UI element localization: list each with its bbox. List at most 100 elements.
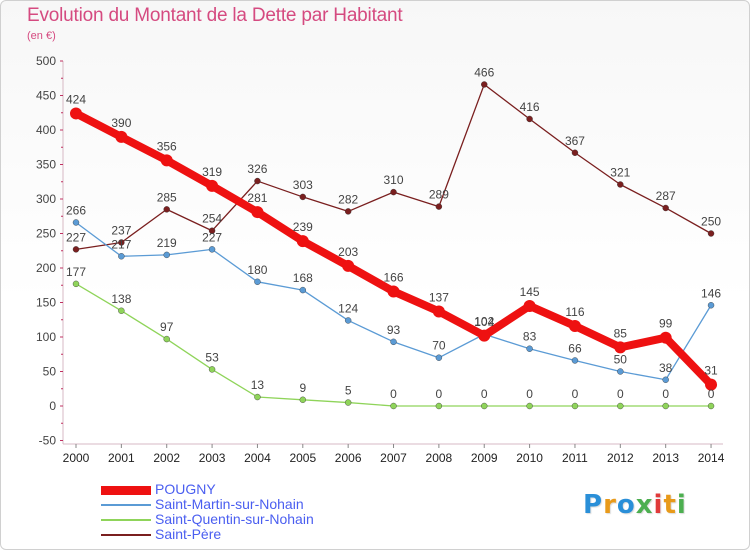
- data-label-pougny: 85: [614, 326, 628, 340]
- data-label-saint-pere: 254: [202, 212, 222, 226]
- data-label-saint-pere: 367: [565, 134, 585, 148]
- data-label-saint-martin: 146: [701, 286, 721, 300]
- logo-letter: r: [603, 490, 617, 520]
- x-tick-label: 2014: [698, 451, 725, 465]
- data-label-saint-martin: 219: [157, 236, 177, 250]
- data-label-saint-pere: 416: [520, 100, 540, 114]
- data-label-saint-pere: 466: [474, 65, 494, 79]
- data-point-pougny: [659, 331, 672, 344]
- x-tick-label: 2012: [607, 451, 634, 465]
- data-point-saint-quentin: [662, 402, 669, 410]
- data-label-saint-quentin: 0: [662, 387, 669, 401]
- data-point-pougny: [251, 206, 264, 219]
- data-point-saint-quentin: [344, 399, 352, 406]
- data-label-saint-pere: 285: [157, 190, 177, 204]
- x-tick-label: 2006: [335, 451, 362, 465]
- x-tick-label: 2013: [652, 451, 679, 465]
- data-label-saint-quentin: 0: [526, 387, 533, 401]
- data-point-saint-pere: [72, 246, 80, 253]
- data-point-pougny: [70, 107, 82, 120]
- data-label-saint-quentin: 53: [205, 350, 219, 364]
- data-label-saint-quentin: 0: [617, 387, 624, 401]
- data-point-saint-quentin: [707, 402, 715, 410]
- data-point-saint-pere: [571, 149, 579, 156]
- data-point-saint-quentin: [617, 402, 624, 410]
- data-point-saint-martin: [707, 302, 715, 309]
- chart-title: Evolution du Montant de la Dette par Hab…: [27, 5, 403, 26]
- data-label-saint-quentin: 13: [251, 378, 265, 392]
- data-point-saint-quentin: [481, 402, 488, 410]
- y-tick-label: 300: [36, 192, 56, 206]
- data-label-saint-martin: 83: [523, 330, 537, 344]
- data-label-saint-quentin: 0: [708, 387, 715, 401]
- data-point-saint-pere: [662, 204, 669, 212]
- data-point-pougny: [568, 319, 581, 332]
- data-point-saint-martin: [299, 286, 306, 294]
- data-label-pougny: 31: [704, 364, 718, 378]
- data-label-pougny: 116: [565, 305, 584, 319]
- data-point-saint-martin: [526, 345, 533, 352]
- data-point-saint-quentin: [72, 280, 80, 288]
- data-label-saint-quentin: 0: [436, 387, 443, 401]
- logo-letter: o: [616, 490, 636, 520]
- y-tick-label: 100: [36, 330, 56, 344]
- data-label-saint-quentin: 5: [345, 384, 352, 398]
- x-tick-label: 2009: [471, 451, 498, 465]
- data-label-saint-quentin: 0: [572, 387, 579, 401]
- data-label-saint-pere: 287: [656, 189, 676, 203]
- data-label-saint-martin: 168: [293, 271, 313, 285]
- legend-label-saint-pere: Saint-Père: [155, 526, 222, 542]
- data-point-saint-martin: [163, 251, 170, 259]
- data-label-saint-pere: 282: [338, 192, 358, 206]
- x-tick-label: 2011: [562, 451, 588, 465]
- legend-swatch-saint-quentin: [101, 519, 151, 521]
- data-point-saint-quentin: [390, 402, 397, 410]
- data-point-saint-quentin: [526, 402, 533, 410]
- legend-label-saint-martin: Saint-Martin-sur-Nohain: [155, 496, 304, 512]
- data-point-saint-pere: [526, 115, 533, 123]
- data-label-pougny: 424: [66, 92, 86, 106]
- logo-letter: i: [676, 490, 687, 520]
- data-point-saint-quentin: [435, 402, 443, 410]
- data-point-pougny: [342, 259, 355, 272]
- x-tick-label: 2000: [63, 451, 90, 465]
- x-tick-label: 2008: [426, 451, 453, 465]
- data-point-pougny: [206, 179, 219, 192]
- data-point-pougny: [614, 341, 627, 354]
- data-point-saint-pere: [118, 239, 125, 246]
- data-point-saint-quentin: [571, 402, 579, 410]
- data-point-saint-quentin: [208, 366, 216, 373]
- data-point-pougny: [160, 154, 173, 167]
- data-label-pougny: 239: [293, 220, 313, 234]
- data-label-saint-martin: 70: [432, 339, 446, 353]
- data-label-saint-martin: 93: [387, 323, 401, 337]
- data-label-pougny: 137: [429, 290, 449, 304]
- data-label-saint-quentin: 0: [390, 387, 397, 401]
- logo-letter: P: [583, 490, 604, 520]
- data-label-pougny: 102: [474, 315, 494, 329]
- x-tick-label: 2004: [244, 451, 271, 465]
- data-point-saint-quentin: [299, 396, 306, 403]
- data-point-saint-martin: [571, 357, 579, 364]
- data-point-saint-quentin: [254, 393, 261, 401]
- data-point-pougny: [296, 235, 309, 248]
- data-label-saint-quentin: 9: [299, 381, 306, 395]
- data-label-pougny: 166: [384, 270, 404, 284]
- data-point-saint-martin: [118, 253, 125, 260]
- data-label-saint-quentin: 177: [66, 265, 86, 279]
- x-tick-label: 2001: [108, 451, 135, 465]
- data-point-saint-pere: [481, 81, 488, 88]
- data-label-saint-pere: 289: [429, 188, 449, 202]
- data-label-pougny: 145: [520, 285, 540, 299]
- data-label-saint-pere: 250: [701, 215, 721, 229]
- legend-label-saint-quentin: Saint-Quentin-sur-Nohain: [155, 511, 314, 527]
- data-point-saint-martin: [617, 368, 624, 375]
- legend-swatch-pougny: [101, 486, 151, 495]
- data-point-saint-pere: [163, 206, 170, 213]
- legend-label-pougny: POUGNY: [155, 481, 216, 497]
- data-point-saint-martin: [662, 376, 669, 383]
- data-point-pougny: [115, 130, 128, 143]
- y-tick-label: 350: [36, 158, 56, 172]
- y-tick-label: 200: [36, 261, 56, 275]
